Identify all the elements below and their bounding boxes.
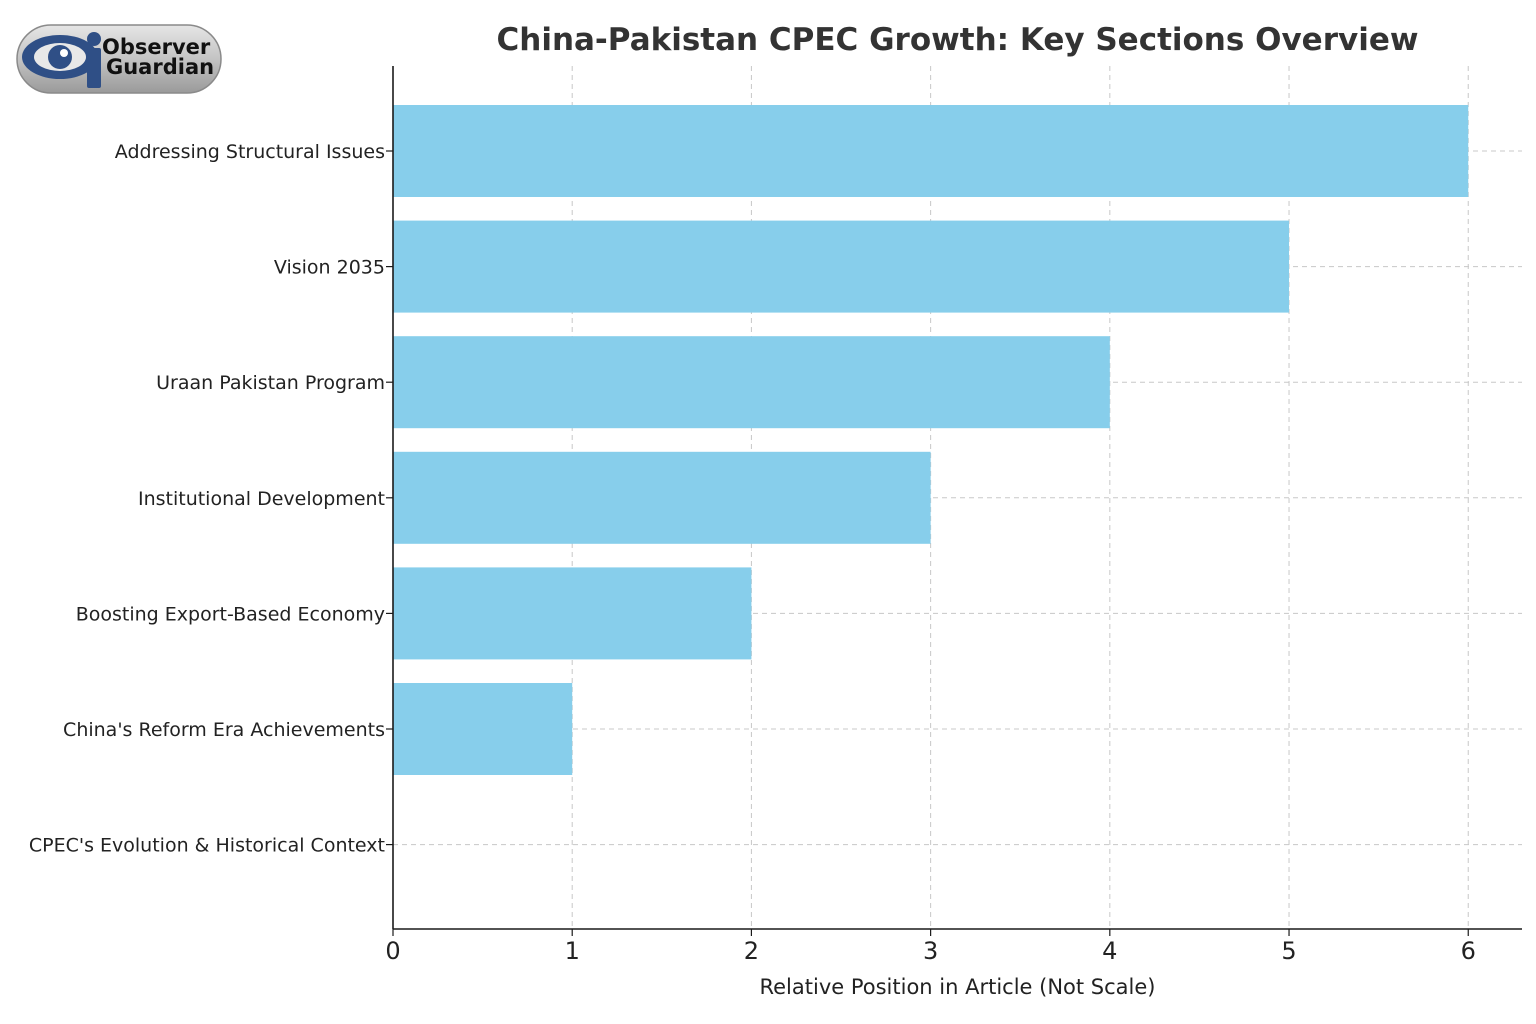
bar — [393, 220, 1290, 313]
bar — [393, 567, 752, 660]
logo-badge — [16, 24, 222, 94]
logo-line-observer: Observer — [102, 35, 211, 59]
y-tick-label: Institutional Development — [138, 488, 385, 510]
y-tick-label: Boosting Export-Based Economy — [76, 603, 385, 625]
x-tick-label: 1 — [565, 937, 580, 965]
x-tick-label: 5 — [1281, 937, 1296, 965]
x-tick-label: 0 — [385, 937, 400, 965]
logo-line-guardian: Guardian — [106, 55, 215, 79]
observer-guardian-logo: Observer Guardian — [16, 24, 222, 94]
x-tick-label: 6 — [1461, 937, 1476, 965]
x-tick-label: 3 — [923, 937, 938, 965]
bar — [393, 336, 1110, 429]
y-tick-label: Addressing Structural Issues — [115, 141, 385, 163]
bar — [393, 451, 931, 544]
y-tick-label: Uraan Pakistan Program — [156, 372, 385, 394]
x-axis-label: Relative Position in Article (Not Scale) — [759, 975, 1155, 999]
y-tick-label: CPEC's Evolution & Historical Context — [29, 835, 385, 857]
y-tick-label: China's Reform Era Achievements — [63, 719, 385, 741]
bar — [393, 683, 573, 775]
chart-title: China-Pakistan CPEC Growth: Key Sections… — [497, 22, 1419, 58]
x-tick-label: 2 — [744, 937, 759, 965]
x-tick-label: 4 — [1102, 937, 1117, 965]
y-tick-label: Vision 2035 — [274, 257, 385, 279]
bar — [393, 105, 1469, 197]
